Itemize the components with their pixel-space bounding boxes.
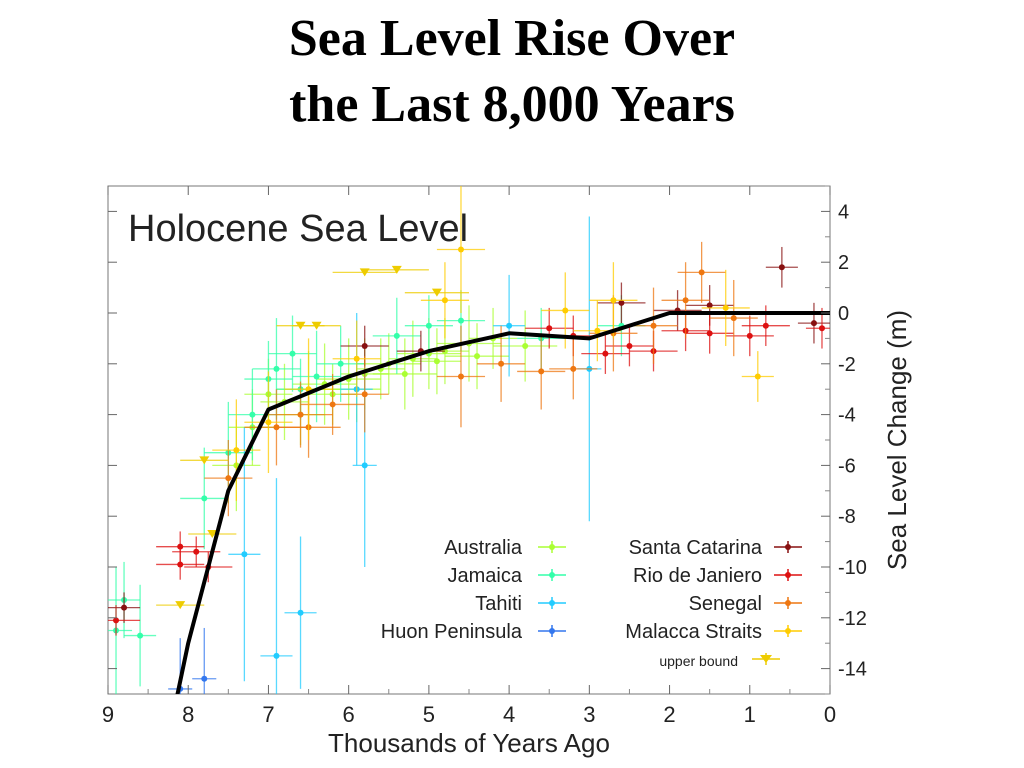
x-tick-label: 8	[182, 702, 194, 727]
legend-label: Rio de Janiero	[633, 565, 762, 587]
data-point-senegal	[709, 279, 758, 357]
data-point-tahiti	[228, 427, 261, 682]
legend-item-malacca-straits: Malacca Straits	[625, 621, 802, 643]
data-point-malacca-straits	[244, 371, 293, 474]
legend-swatch-marker	[549, 600, 555, 606]
data-point-malacca-straits	[436, 186, 486, 313]
data-point-rio-de-janiero	[108, 605, 141, 636]
y-tick-label: -4	[838, 405, 856, 427]
slide-title-line-1: Sea Level Rise Over	[288, 10, 736, 67]
data-point-australia	[372, 338, 437, 410]
legend-item-tahiti: Tahiti	[475, 593, 566, 615]
legend-label: Tahiti	[475, 593, 522, 615]
legend-swatch-marker	[785, 628, 791, 634]
data-point-malacca-straits	[741, 351, 774, 402]
data-point-senegal	[677, 241, 726, 303]
legend-swatch-marker	[549, 572, 555, 578]
legend-item-jamaica: Jamaica	[448, 565, 566, 587]
legend-item-huon-peninsula: Huon Peninsula	[381, 621, 566, 643]
x-tick-label: 6	[343, 702, 355, 727]
legend-item-australia: Australia	[444, 537, 566, 559]
data-point-senegal	[477, 325, 526, 402]
data-point-malacca-straits	[284, 338, 333, 440]
legend-swatch-marker	[785, 544, 791, 550]
x-tick-label: 0	[824, 702, 836, 727]
x-tick-label: 1	[744, 702, 756, 727]
data-point-malacca-straits	[701, 269, 750, 347]
y-tick-label: 2	[838, 252, 849, 274]
data-point-santa-catarina	[797, 302, 830, 344]
data-point-rio-de-janiero	[156, 549, 205, 580]
legend-label: upper bound	[659, 653, 738, 669]
x-tick-label: 7	[262, 702, 274, 727]
x-tick-label: 3	[583, 702, 595, 727]
data-point-upper-bound	[188, 529, 237, 538]
legend-label: Australia	[444, 537, 523, 559]
chart-inner-title: Holocene Sea Level	[128, 208, 468, 250]
legend-swatch-marker	[549, 544, 555, 550]
trend-curve	[175, 311, 830, 694]
y-axis-label: Sea Level Change (m)	[882, 310, 912, 570]
legend-swatch-marker	[760, 655, 772, 663]
data-point-senegal	[549, 338, 598, 400]
data-point-upper-bound	[180, 456, 229, 465]
legend-item-senegal: Senegal	[689, 593, 802, 615]
x-tick-label: 4	[503, 702, 515, 727]
legend-swatch-marker	[785, 600, 791, 606]
data-point-santa-catarina	[597, 282, 646, 324]
legend-swatch-marker	[549, 628, 555, 634]
x-tick-label: 9	[102, 702, 114, 727]
data-point-australia	[493, 310, 558, 382]
data-point-santa-catarina	[765, 246, 798, 288]
legend-item-santa-catarina: Santa Catarina	[629, 537, 802, 559]
y-tick-label: -12	[838, 608, 867, 630]
legend-label: Malacca Straits	[625, 621, 762, 643]
y-tick-label: -10	[838, 557, 867, 579]
x-axis-label: Thousands of Years Ago	[328, 728, 610, 758]
axis-ticks-layer: 9 8 7 6 5 4 3 2 1 0 4 2 0 -2 -4 -6 -8 -10 -12 -14	[102, 185, 867, 727]
y-tick-label: -8	[838, 506, 856, 528]
data-point-upper-bound	[292, 321, 341, 330]
x-tick-label: 5	[423, 702, 435, 727]
data-point-malacca-straits	[332, 320, 381, 397]
data-point-senegal	[340, 356, 389, 433]
legend-label: Senegal	[689, 593, 762, 615]
y-tick-label: -6	[838, 455, 856, 477]
data-point-senegal	[204, 440, 253, 517]
data-point-rio-de-janiero	[581, 333, 630, 374]
y-tick-label: 0	[838, 303, 849, 325]
legend: Australia Jamaica Tahiti Huon Peninsula Sant…	[381, 537, 802, 669]
data-point-upper-bound	[364, 265, 429, 274]
y-tick-label: -2	[838, 354, 856, 376]
legend-label: Santa Catarina	[629, 537, 763, 559]
data-point-jamaica	[180, 447, 229, 550]
data-point-tahiti	[284, 536, 317, 689]
plot-area-frame	[107, 185, 831, 695]
y-tick-label: -14	[838, 659, 867, 681]
legend-swatch-marker	[785, 572, 791, 578]
data-point-upper-bound	[404, 288, 469, 297]
data-point-senegal	[517, 333, 566, 410]
data-point-tahiti	[260, 478, 293, 694]
data-point-tahiti	[493, 274, 526, 377]
data-point-senegal	[268, 381, 333, 448]
data-point-senegal	[629, 287, 678, 364]
data-point-malacca-straits	[212, 399, 261, 501]
data-point-jamaica	[124, 584, 157, 687]
y-tick-label: 4	[838, 201, 849, 223]
slide-title: Sea Level Rise Over the Last 8,000 Years	[0, 6, 1024, 138]
legend-label: Huon Peninsula	[381, 621, 523, 643]
data-point-huon-peninsula	[192, 627, 217, 694]
x-tick-label: 2	[663, 702, 675, 727]
legend-label: Jamaica	[448, 565, 523, 587]
data-point-santa-catarina	[108, 592, 141, 623]
data-point-santa-catarina	[653, 290, 702, 331]
slide-title-line-2: the Last 8,000 Years	[289, 76, 735, 133]
legend-item-upper-bound: upper bound	[659, 653, 780, 669]
legend-item-rio-de-janiero: Rio de Janiero	[633, 565, 802, 587]
data-point-australia	[444, 323, 510, 390]
